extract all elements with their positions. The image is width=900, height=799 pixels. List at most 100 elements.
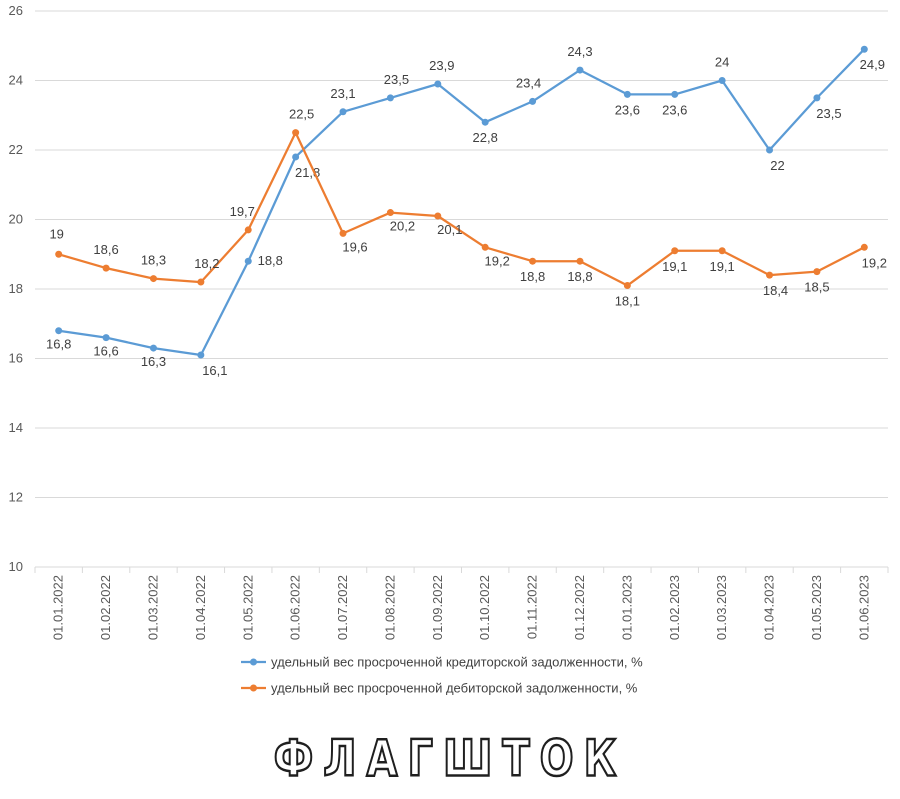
x-tick-label: 01.06.2022 (288, 575, 303, 640)
data-point (197, 278, 205, 286)
data-point (197, 351, 205, 359)
data-point (718, 247, 726, 255)
data-label: 18,8 (258, 253, 283, 268)
data-point (813, 268, 821, 276)
data-point (149, 344, 157, 352)
data-label: 16,3 (141, 354, 166, 369)
data-point (529, 97, 537, 105)
data-label: 19 (49, 226, 63, 241)
x-tick-label: 01.08.2022 (382, 575, 397, 640)
y-tick-label: 14 (9, 420, 23, 435)
data-label: 20,2 (390, 219, 415, 234)
x-tick-label: 01.10.2022 (477, 575, 492, 640)
data-point (671, 247, 679, 255)
data-label: 18,5 (804, 280, 829, 295)
data-label: 23,4 (516, 75, 541, 90)
x-tick-label: 01.05.2022 (240, 575, 255, 640)
data-label: 19,7 (230, 204, 255, 219)
x-tick-label: 01.04.2022 (193, 575, 208, 640)
legend-label: удельный вес просроченной кредиторской з… (271, 655, 643, 670)
y-tick-label: 26 (9, 3, 23, 18)
data-point (55, 250, 63, 258)
data-label: 23,6 (615, 102, 640, 117)
data-label: 22,8 (473, 130, 498, 145)
data-point (671, 90, 679, 98)
x-tick-label: 01.03.2022 (145, 575, 160, 640)
data-point (481, 118, 489, 126)
data-label: 23,9 (429, 58, 454, 73)
data-label: 18,2 (194, 256, 219, 271)
data-point (339, 108, 347, 116)
data-point (292, 129, 300, 137)
data-label: 16,1 (202, 363, 227, 378)
x-tick-label: 01.07.2022 (335, 575, 350, 640)
y-tick-label: 10 (9, 559, 23, 574)
x-tick-label: 01.03.2023 (714, 575, 729, 640)
data-point (339, 229, 347, 237)
y-tick-label: 22 (9, 142, 23, 157)
data-point (386, 209, 394, 217)
data-label: 19,1 (709, 259, 734, 274)
data-point (576, 66, 584, 74)
y-tick-label: 12 (9, 490, 23, 505)
x-tick-label: 01.09.2022 (430, 575, 445, 640)
data-label: 18,6 (93, 242, 118, 257)
data-point (481, 243, 489, 251)
x-tick-label: 01.12.2022 (572, 575, 587, 640)
data-label: 22,5 (289, 107, 314, 122)
x-tick-label: 01.02.2022 (98, 575, 113, 640)
data-label: 20,1 (437, 222, 462, 237)
data-point (244, 226, 252, 234)
data-point (292, 153, 300, 161)
y-tick-label: 18 (9, 281, 23, 296)
data-point (149, 275, 157, 283)
data-point (813, 94, 821, 102)
data-point (766, 271, 774, 279)
data-point (860, 45, 868, 53)
y-tick-label: 24 (9, 73, 23, 88)
data-label: 24 (715, 55, 729, 70)
data-point (434, 212, 442, 220)
data-point (623, 90, 631, 98)
data-label: 18,3 (141, 253, 166, 268)
data-point (386, 94, 394, 102)
data-label: 21,8 (295, 165, 320, 180)
data-label: 24,3 (567, 44, 592, 59)
x-tick-label: 01.04.2023 (762, 575, 777, 640)
legend-marker (250, 684, 257, 692)
watermark-logo: ФЛАГШТОК (273, 729, 627, 789)
data-point (55, 327, 63, 335)
data-label: 18,4 (763, 283, 788, 298)
data-point (434, 80, 442, 88)
data-point (576, 257, 584, 265)
legend-label: удельный вес просроченной дебиторской за… (271, 681, 638, 696)
y-tick-label: 20 (9, 212, 23, 227)
data-label: 23,5 (384, 72, 409, 87)
data-label: 16,6 (93, 344, 118, 359)
x-tick-label: 01.11.2022 (525, 575, 540, 639)
data-label: 22 (770, 158, 784, 173)
data-point (766, 146, 774, 154)
x-tick-label: 01.01.2023 (619, 575, 634, 640)
data-label: 18,1 (615, 294, 640, 309)
data-label: 23,5 (816, 106, 841, 121)
data-label: 23,6 (662, 102, 687, 117)
data-point (860, 243, 868, 251)
x-tick-label: 01.01.2022 (51, 575, 66, 640)
x-tick-label: 01.02.2023 (667, 575, 682, 640)
data-point (102, 334, 110, 342)
x-tick-label: 01.05.2023 (809, 575, 824, 640)
data-label: 24,9 (860, 57, 885, 72)
data-label: 19,6 (342, 239, 367, 254)
x-tick-label: 01.06.2023 (856, 575, 871, 640)
data-label: 19,1 (662, 259, 687, 274)
data-label: 19,2 (862, 255, 887, 270)
legend-marker (250, 658, 257, 666)
y-tick-label: 16 (9, 351, 23, 366)
data-label: 18,8 (520, 269, 545, 284)
data-label: 19,2 (485, 253, 510, 268)
data-label: 23,1 (330, 86, 355, 101)
series-line (58, 131, 865, 287)
